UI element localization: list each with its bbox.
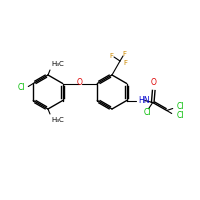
Text: H₃C: H₃C bbox=[51, 61, 64, 67]
Text: F: F bbox=[122, 51, 126, 57]
Text: Cl: Cl bbox=[144, 108, 151, 117]
Text: Cl: Cl bbox=[177, 102, 184, 111]
Text: F: F bbox=[109, 53, 113, 59]
Text: Cl: Cl bbox=[177, 111, 184, 120]
Text: O: O bbox=[151, 78, 157, 87]
Text: HN: HN bbox=[139, 96, 150, 105]
Text: F: F bbox=[123, 60, 127, 66]
Text: Cl: Cl bbox=[18, 83, 25, 92]
Text: H₃C: H₃C bbox=[51, 117, 64, 123]
Text: O: O bbox=[77, 78, 83, 87]
